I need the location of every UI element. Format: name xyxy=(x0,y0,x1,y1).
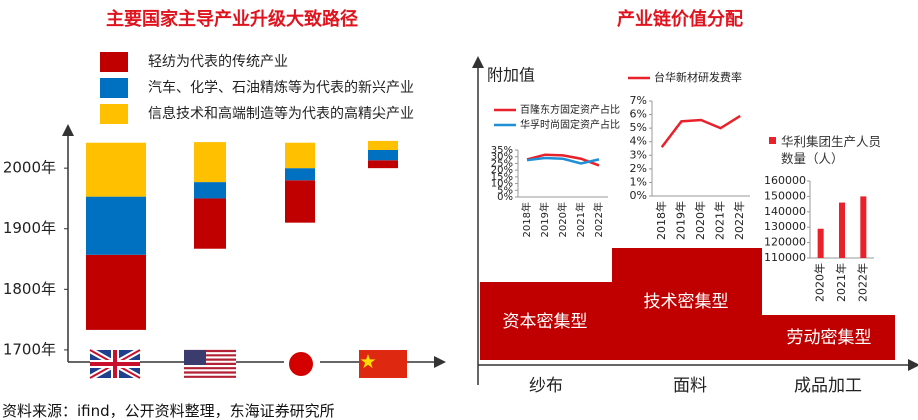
flag-us xyxy=(184,349,236,378)
x-tick-label: 2022年 xyxy=(855,263,869,302)
legend-swatch xyxy=(100,78,128,98)
bar-segment xyxy=(285,168,315,181)
bar-segment xyxy=(194,182,226,199)
flag-japan xyxy=(284,350,320,378)
x-tick-label: 2020年 xyxy=(556,202,569,237)
segment-label: 劳动密集型 xyxy=(787,328,872,348)
bar-segment xyxy=(285,142,315,169)
legend-label: 信息技术和高端制造等为代表的高精尖产业 xyxy=(148,105,414,122)
flag-uk xyxy=(88,347,142,381)
bar-segment xyxy=(368,160,398,169)
source: 资料来源：ifind，公开资料整理，东海证券研究所 xyxy=(2,402,335,420)
bar xyxy=(839,202,845,258)
x-tick-label: 2019年 xyxy=(673,201,687,240)
legend-swatch xyxy=(100,52,128,72)
y-tick-label: 35% xyxy=(491,145,513,156)
y-tick-label: 2% xyxy=(630,162,647,175)
segment-label: 资本密集型 xyxy=(503,312,588,332)
x-tick-label: 2018年 xyxy=(654,201,668,240)
legend-label: 华利集团生产人员数量（人） xyxy=(781,134,882,166)
x-tick-label: 2022年 xyxy=(592,202,605,237)
y-tick-label: 0% xyxy=(630,189,647,202)
y-tick-label: 110000 xyxy=(764,251,806,264)
x-tick-label: 成品加工 xyxy=(794,376,862,396)
y-tick-label: 4% xyxy=(630,135,647,148)
x-tick-label: 2022年 xyxy=(732,201,746,240)
y-tick-label: 160000 xyxy=(764,174,806,187)
y-tick-label: 7% xyxy=(630,94,647,107)
segment-label: 技术密集型 xyxy=(644,292,729,312)
x-tick-label: 面料 xyxy=(673,376,707,396)
x-tick-label: 2021年 xyxy=(574,202,587,237)
y-tick-label: 0% xyxy=(497,192,513,203)
y-tick-label: 1800年 xyxy=(3,280,56,298)
legend-label: 汽车、化学、石油精炼等为代表的新兴产业 xyxy=(148,79,414,96)
bar-segment xyxy=(368,140,398,150)
bar-segment xyxy=(194,198,226,249)
y-axis-label: 附加值 xyxy=(487,66,535,85)
y-tick-label: 1700年 xyxy=(3,340,56,358)
x-tick-label: 2018年 xyxy=(520,202,533,237)
y-tick-label: 140000 xyxy=(764,205,806,218)
y-tick-label: 10% xyxy=(491,179,513,190)
x-tick-label: 2021年 xyxy=(834,263,848,302)
x-tick-label: 2020年 xyxy=(693,201,707,240)
y-tick-label: 150000 xyxy=(764,189,806,202)
y-tick-label: 130000 xyxy=(764,220,806,233)
y-tick-label: 2000年 xyxy=(3,159,56,177)
x-tick-label: 2019年 xyxy=(538,202,551,237)
x-tick-label: 2021年 xyxy=(713,201,727,240)
y-tick-label: 1% xyxy=(630,175,647,188)
value-step-area xyxy=(480,248,895,360)
bar-segment xyxy=(285,180,315,223)
y-tick-label: 120000 xyxy=(764,236,806,249)
bar-segment xyxy=(86,142,146,197)
bar-segment xyxy=(194,142,226,183)
y-tick-label: 25% xyxy=(491,158,513,169)
legend-swatch xyxy=(769,137,776,144)
flag-china xyxy=(359,350,407,378)
y-tick-label: 6% xyxy=(630,108,647,121)
x-tick-label: 2020年 xyxy=(813,263,827,302)
chart-title: 主要国家主导产业升级大致路径 xyxy=(106,8,358,30)
y-tick-label: 15% xyxy=(491,172,513,183)
chart-title: 产业链价值分配 xyxy=(617,8,743,30)
y-tick-label: 5% xyxy=(630,121,647,134)
bar-segment xyxy=(86,254,146,330)
bar xyxy=(860,196,867,258)
y-tick-label: 20% xyxy=(491,165,513,176)
y-tick-label: 5% xyxy=(497,185,513,196)
legend-label: 百隆东方固定资产占比 xyxy=(520,103,620,116)
x-tick-label: 纱布 xyxy=(529,376,563,396)
legend-label: 轻纺为代表的传统产业 xyxy=(148,54,288,70)
bar-segment xyxy=(86,196,146,255)
legend-label: 华孚时尚固定资产占比 xyxy=(520,118,620,131)
bar xyxy=(817,228,824,258)
y-tick-label: 30% xyxy=(491,152,513,163)
y-tick-label: 1900年 xyxy=(3,219,56,237)
bar-segment xyxy=(368,149,398,161)
legend-swatch xyxy=(100,104,128,124)
line xyxy=(660,114,741,148)
legend-label: 台华新材研发费率 xyxy=(654,70,742,84)
line xyxy=(526,156,600,165)
y-tick-label: 3% xyxy=(630,148,647,161)
